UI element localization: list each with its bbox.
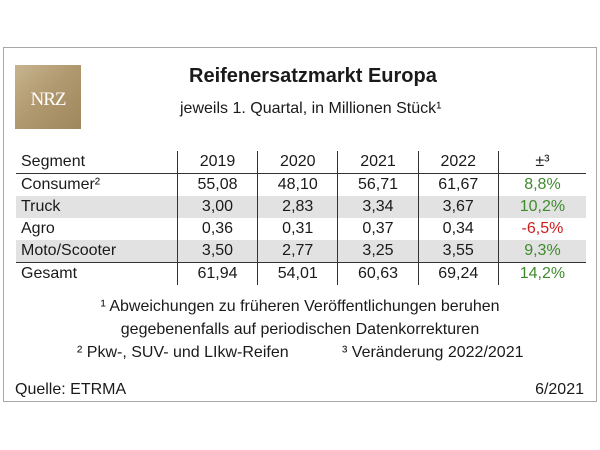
table-row: Truck 3,00 2,83 3,34 3,67 10,2% [16, 196, 586, 218]
nrz-logo: NRZ [15, 65, 81, 129]
total-value-cell: 60,63 [337, 262, 419, 285]
header-2021: 2021 [337, 151, 419, 174]
header-2020: 2020 [257, 151, 338, 174]
change-cell: -6,5% [497, 218, 586, 240]
value-cell: 0,37 [337, 218, 419, 240]
footnote-1-line-2: gegebenenfalls auf periodischen Datenkor… [120, 321, 480, 338]
segment-cell: Consumer² [21, 176, 101, 193]
change-cell: 8,8% [497, 173, 586, 196]
value-cell: 61,67 [417, 173, 499, 196]
value-cell: 3,55 [417, 240, 499, 263]
chart-title: Reifenersatzmarkt Europa [189, 65, 437, 87]
table-header-row: Segment 2019 2020 2021 2022 ±³ [16, 151, 586, 174]
table-row: Consumer² 55,08 48,10 56,71 61,67 8,8% [16, 173, 586, 196]
segment-cell: Moto/Scooter [16, 240, 178, 263]
segment-cell: Agro [21, 220, 55, 237]
total-value-cell: 54,01 [257, 262, 338, 285]
header-2022: 2022 [417, 151, 499, 174]
value-cell: 0,31 [257, 218, 338, 240]
change-cell: 9,3% [497, 240, 586, 263]
footnote-3: ³ Veränderung 2022/2021 [342, 344, 524, 361]
value-cell: 0,36 [176, 218, 258, 240]
infographic-card: NRZ Reifenersatzmarkt Europa jeweils 1. … [3, 47, 597, 402]
table-row: Moto/Scooter 3,50 2,77 3,25 3,55 9,3% [16, 240, 586, 263]
value-cell: 3,67 [417, 196, 499, 218]
footnote-1-line-1: ¹ Abweichungen zu früheren Veröffentlich… [100, 298, 500, 315]
total-label: Gesamt [16, 262, 178, 285]
logo-text: NRZ [30, 89, 67, 110]
value-cell: 2,77 [257, 240, 338, 263]
change-cell: 10,2% [497, 196, 586, 218]
header-change: ±³ [497, 151, 586, 174]
value-cell: 3,34 [337, 196, 419, 218]
value-cell: 48,10 [257, 173, 338, 196]
total-value-cell: 61,94 [176, 262, 258, 285]
footnote-1: ¹ Abweichungen zu früheren Veröffentlich… [4, 295, 596, 341]
value-cell: 56,71 [337, 173, 419, 196]
footnote-2: ² Pkw-, SUV- und LIkw-Reifen [77, 344, 289, 361]
value-cell: 3,50 [176, 240, 258, 263]
table-row: Agro 0,36 0,31 0,37 0,34 -6,5% [16, 218, 586, 240]
header-2019: 2019 [176, 151, 258, 174]
source-label: Quelle: ETRMA [15, 381, 127, 398]
value-cell: 2,83 [257, 196, 338, 218]
value-cell: 3,25 [337, 240, 419, 263]
value-cell: 3,00 [176, 196, 258, 218]
value-cell: 55,08 [176, 173, 258, 196]
date-label: 6/2021 [535, 381, 584, 398]
chart-subtitle: jeweils 1. Quartal, in Millionen Stück¹ [180, 100, 442, 117]
value-cell: 0,34 [417, 218, 499, 240]
header-segment: Segment [16, 151, 178, 174]
table-total-row: Gesamt 61,94 54,01 60,63 69,24 14,2% [16, 262, 586, 285]
total-value-cell: 69,24 [417, 262, 499, 285]
total-change-cell: 14,2% [497, 262, 586, 285]
segment-cell: Truck [16, 196, 178, 218]
data-table: Segment 2019 2020 2021 2022 ±³ Consumer²… [16, 151, 586, 285]
